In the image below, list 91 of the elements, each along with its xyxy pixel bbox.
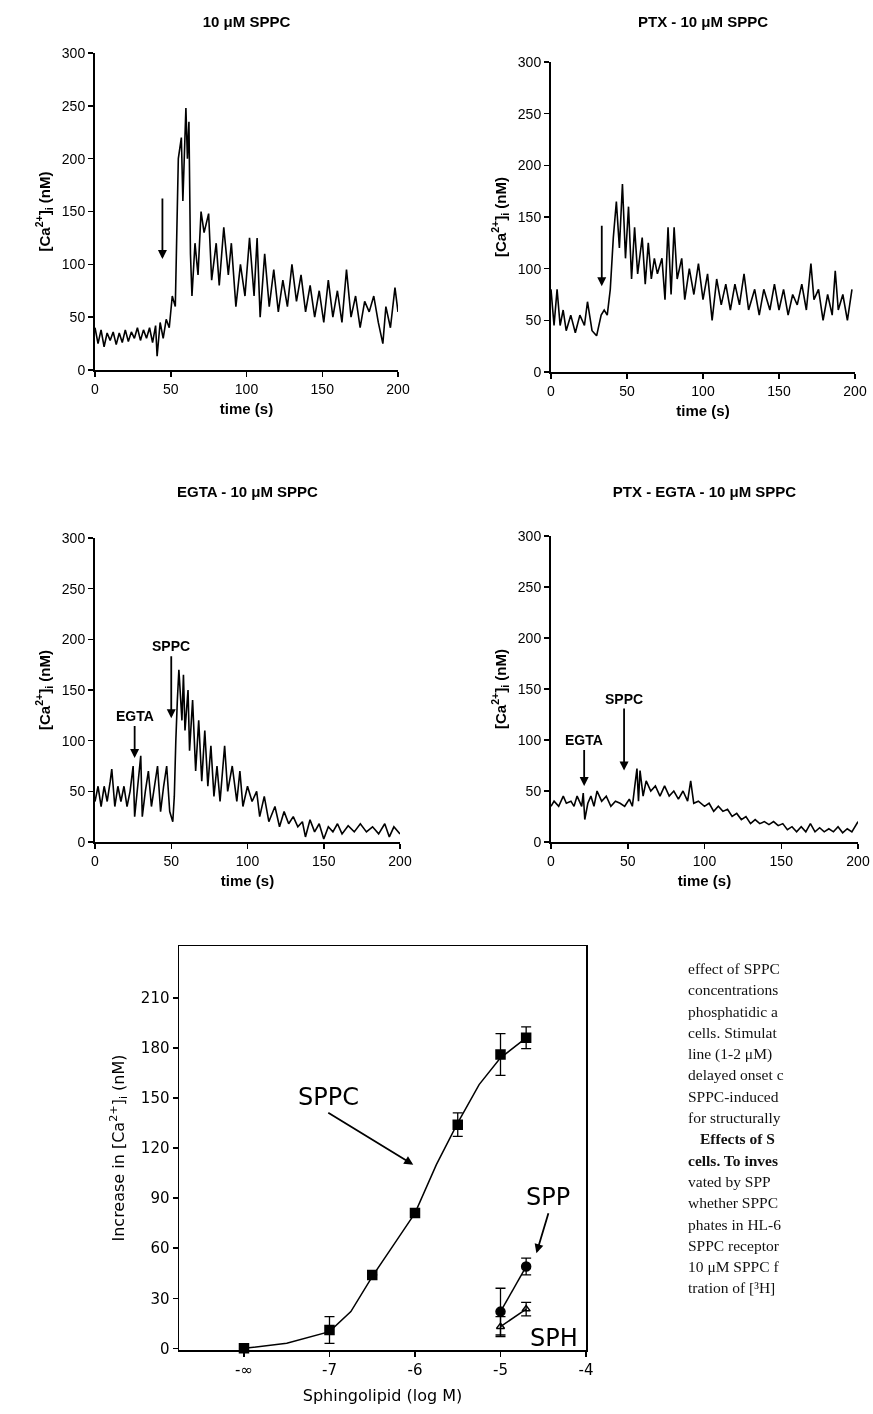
chart-title: 10 μM SPPC (202, 13, 291, 31)
annotation: SPPC (152, 638, 191, 654)
text: phates in HL-6 (688, 1214, 782, 1235)
y-tick-label: 300 (61, 44, 86, 61)
x-tick-label: 150 (769, 852, 794, 869)
y-tick-label: 150 (517, 680, 542, 697)
y-tick-label: 210 (140, 989, 170, 1007)
text: 10 μM SPPC f (688, 1257, 780, 1278)
x-tick-label: 100 (692, 852, 717, 869)
y-tick-label: 250 (61, 580, 86, 597)
text: cells. To inves (688, 1150, 779, 1171)
x-tick-label: 0 (547, 382, 556, 399)
x-axis-title: Sphingolipid (log M) (302, 1385, 463, 1405)
x-tick-label: 150 (312, 852, 336, 869)
y-tick-label: 200 (517, 629, 542, 646)
x-tick-label: 150 (310, 380, 335, 397)
y-tick-label: 100 (517, 731, 542, 748)
annotation: SPPC (298, 1083, 359, 1111)
text: concentrations (688, 980, 780, 1001)
x-tick-label: 150 (767, 382, 791, 399)
x-tick-label: -6 (407, 1360, 423, 1379)
x-axis-title: time (s) (219, 400, 274, 418)
annotation: SPP (526, 1183, 571, 1211)
x-tick-label: 200 (386, 380, 410, 397)
y-tick-label: 120 (140, 1139, 170, 1158)
y-tick-label: 100 (61, 732, 86, 749)
y-tick-label: 50 (69, 783, 86, 800)
text: whether SPPC (688, 1193, 779, 1214)
y-tick-label: 0 (77, 833, 86, 850)
chart-title: EGTA - 10 μM SPPC (177, 483, 319, 501)
text: SPPC-induced (688, 1086, 780, 1107)
y-tick-label: 60 (150, 1239, 170, 1258)
x-tick-label: 0 (91, 380, 100, 397)
y-tick-label: 150 (517, 208, 542, 225)
x-axis-title: time (s) (677, 872, 732, 890)
annotation: EGTA (565, 732, 603, 748)
annotation: EGTA (116, 708, 154, 724)
y-tick-label: 100 (517, 260, 542, 277)
x-tick-label: 100 (691, 382, 715, 399)
x-tick-label: 200 (388, 852, 412, 869)
y-tick-label: 200 (517, 157, 542, 174)
x-tick-label: 0 (547, 852, 556, 869)
x-tick-label: 200 (843, 382, 867, 399)
text: effect of SPPC (688, 959, 781, 979)
text: for structurally (688, 1108, 782, 1129)
text: cells. Stimulat (688, 1022, 778, 1043)
x-tick-label: 50 (619, 382, 635, 399)
x-tick-label: 100 (234, 380, 259, 397)
x-axis-title: time (s) (220, 872, 275, 890)
x-tick-label: 200 (846, 852, 870, 869)
text: phosphatidic a (688, 1001, 779, 1022)
text: delayed onset c (688, 1065, 785, 1086)
x-axis-title: time (s) (676, 402, 730, 420)
text: vated by SPP (688, 1171, 772, 1192)
y-tick-label: 300 (61, 529, 86, 546)
y-tick-label: 0 (533, 363, 542, 380)
text: tration of [³H] (688, 1278, 777, 1299)
y-tick-label: 150 (140, 1089, 170, 1108)
text: line (1-2 μM) (688, 1044, 774, 1065)
y-tick-label: 30 (150, 1289, 170, 1308)
x-tick-label: -7 (322, 1360, 337, 1379)
y-tick-label: 0 (533, 833, 542, 850)
y-tick-label: 200 (61, 150, 86, 167)
annotation: SPH (530, 1324, 578, 1352)
text: SPPC receptor (688, 1235, 780, 1256)
x-tick-label: 50 (619, 852, 636, 869)
y-tick-label: 250 (61, 97, 86, 114)
y-tick-label: 0 (159, 1339, 170, 1358)
y-tick-label: 90 (150, 1189, 170, 1208)
text: Effects of S (699, 1129, 776, 1150)
x-tick-label: -4 (578, 1360, 594, 1379)
annotation: SPPC (605, 691, 644, 707)
chart-title: PTX - 10 μM SPPC (637, 13, 769, 31)
x-tick-label: 0 (91, 852, 100, 869)
y-tick-label: 300 (517, 527, 542, 544)
y-tick-label: 180 (140, 1039, 170, 1058)
y-tick-label: 200 (61, 631, 86, 648)
y-tick-label: 300 (517, 53, 542, 70)
y-tick-label: 50 (525, 782, 542, 799)
y-tick-label: 250 (517, 578, 542, 595)
y-tick-label: 150 (61, 203, 86, 220)
y-tick-label: 50 (525, 312, 542, 329)
y-tick-label: 100 (61, 256, 86, 273)
chart-title: PTX - EGTA - 10 μM SPPC (612, 483, 797, 501)
y-tick-label: 250 (517, 105, 542, 122)
x-tick-label: -∞ (235, 1360, 253, 1379)
y-tick-label: 50 (69, 309, 86, 326)
y-tick-label: 0 (77, 361, 86, 378)
x-tick-label: -5 (493, 1360, 508, 1379)
x-tick-label: 100 (235, 852, 260, 869)
y-tick-label: 150 (61, 681, 86, 698)
